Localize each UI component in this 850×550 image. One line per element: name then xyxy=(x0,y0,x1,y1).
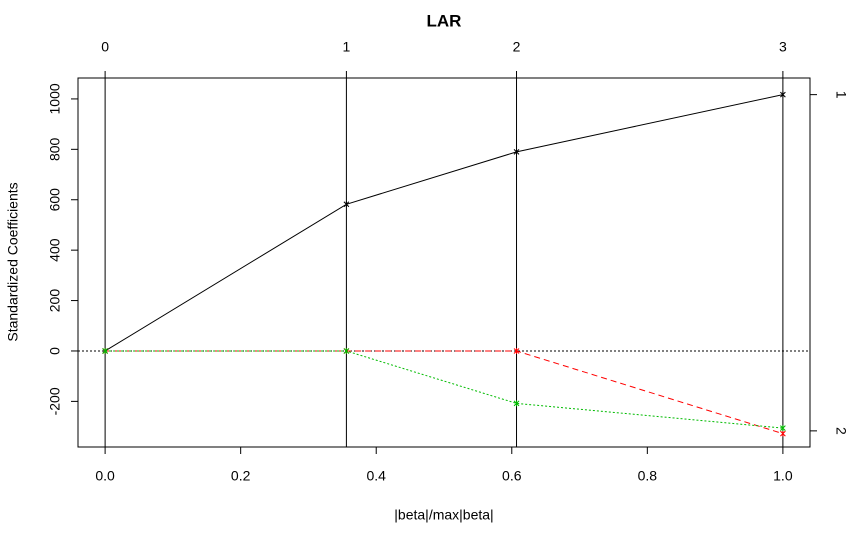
plot-frame xyxy=(77,77,811,448)
series-line xyxy=(105,350,783,429)
chart-title: LAR xyxy=(427,11,462,30)
top-tick-label: 0 xyxy=(101,39,109,55)
x-tick-label: 0.4 xyxy=(366,468,386,484)
top-tick-label: 2 xyxy=(513,39,521,55)
series-line xyxy=(104,94,783,352)
y-tick-label: 800 xyxy=(47,137,63,161)
y-tick-label: 1000 xyxy=(47,83,63,114)
x-tick-label: 0.8 xyxy=(638,468,658,484)
point xyxy=(343,201,350,208)
x-axis-label: |beta|/max|beta| xyxy=(394,507,493,523)
y-axis-label: Standardized Coefficients xyxy=(5,182,21,341)
y-tick-label: 200 xyxy=(47,289,63,313)
top-tick-label: 1 xyxy=(343,39,351,55)
y-tick-label: 600 xyxy=(47,188,63,212)
y-tick-label: 0 xyxy=(47,347,63,355)
x-tick-label: 1.0 xyxy=(773,468,793,484)
y-tick-label: -200 xyxy=(47,387,63,415)
point xyxy=(513,400,520,407)
top-tick-label: 3 xyxy=(779,39,787,55)
point xyxy=(343,347,350,354)
y-tick-label: 400 xyxy=(47,238,63,262)
point xyxy=(513,148,520,155)
x-tick-label: 0.2 xyxy=(231,468,251,484)
x-tick-label: 0.0 xyxy=(95,468,115,484)
point xyxy=(780,425,786,432)
point xyxy=(102,347,108,354)
point xyxy=(780,91,786,98)
x-tick-label: 0.6 xyxy=(502,468,522,484)
series-line xyxy=(105,350,784,435)
y2-tick-label: 2 xyxy=(833,427,849,435)
point xyxy=(780,430,786,437)
point xyxy=(513,347,520,354)
y2-tick-label: 1 xyxy=(833,91,849,99)
